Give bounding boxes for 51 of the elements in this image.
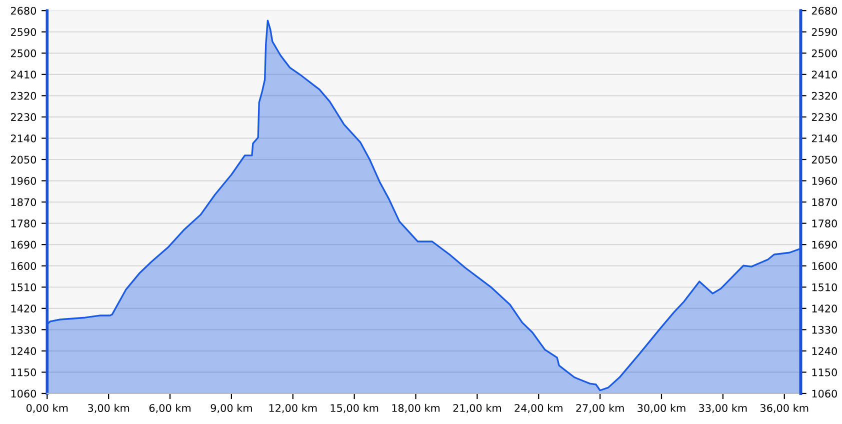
- x-tick-label: 15,00 km: [330, 404, 378, 414]
- x-tick-label: 12,00 km: [269, 404, 317, 414]
- y-tick-label: 1510: [11, 283, 36, 292]
- x-tick-label: 24,00 km: [514, 404, 562, 414]
- y2-tick-label: 2410: [812, 70, 837, 79]
- x-tick-label: 36,00 km: [760, 404, 808, 414]
- y-tick-label: 1600: [11, 262, 36, 270]
- y2-tick-label: 1600: [812, 262, 837, 270]
- y2-tick-label: 1150: [812, 368, 837, 376]
- y-tick-label: 2320: [10, 92, 36, 100]
- y2-tick-label: 2500: [812, 49, 837, 58]
- y-tick-label: 1240: [11, 347, 36, 356]
- y-tick-label: 1420: [11, 304, 36, 312]
- x-tick-label: 18,00 km: [392, 404, 440, 414]
- y-tick-label: 2410: [10, 70, 36, 79]
- y2-tick-label: 2590: [812, 28, 837, 36]
- y-tick-label: 2590: [10, 28, 36, 36]
- y-tick-label: 1780: [11, 220, 36, 228]
- y-tick-label: 2680: [10, 6, 36, 15]
- y-tick-label: 2500: [10, 49, 36, 58]
- y2-tick-label: 1510: [812, 283, 837, 292]
- y2-tick-label: 2230: [812, 113, 837, 122]
- y2-tick-label: 2140: [812, 134, 837, 142]
- y2-tick-label: 2680: [812, 6, 837, 15]
- y-tick-label: 1060: [11, 390, 36, 398]
- y2-tick-label: 2320: [812, 92, 837, 100]
- y-tick-label: 2230: [10, 113, 36, 122]
- y2-tick-label: 1870: [812, 198, 837, 206]
- y2-tick-label: 1420: [812, 304, 837, 312]
- y-tick-label: 1330: [11, 326, 36, 334]
- y-tick-label: 2140: [10, 134, 36, 142]
- y2-tick-label: 1690: [812, 240, 837, 249]
- x-tick-label: 33,00 km: [699, 404, 747, 414]
- x-tick-label: 27,00 km: [576, 404, 624, 414]
- y-tick-label: 2050: [10, 156, 36, 164]
- y-tick-label: 1870: [11, 198, 36, 206]
- x-tick-label: 21,00 km: [453, 404, 501, 414]
- y2-tick-label: 1240: [812, 347, 837, 356]
- x-tick-label: 0,00 km: [26, 404, 68, 414]
- y-tick-label: 1150: [11, 368, 36, 376]
- y2-tick-label: 1780: [812, 220, 837, 228]
- x-tick-label: 3,00 km: [88, 404, 130, 414]
- y-tick-label: 1690: [11, 240, 36, 249]
- y2-tick-label: 1060: [812, 390, 837, 398]
- x-tick-label: 9,00 km: [210, 404, 252, 414]
- y2-tick-label: 1960: [812, 176, 837, 185]
- x-tick-label: 6,00 km: [149, 404, 190, 414]
- y-tick-label: 1960: [11, 176, 36, 185]
- y2-tick-label: 1330: [812, 326, 837, 334]
- y2-tick-label: 2050: [812, 156, 837, 164]
- x-tick-label: 30,00 km: [638, 404, 686, 414]
